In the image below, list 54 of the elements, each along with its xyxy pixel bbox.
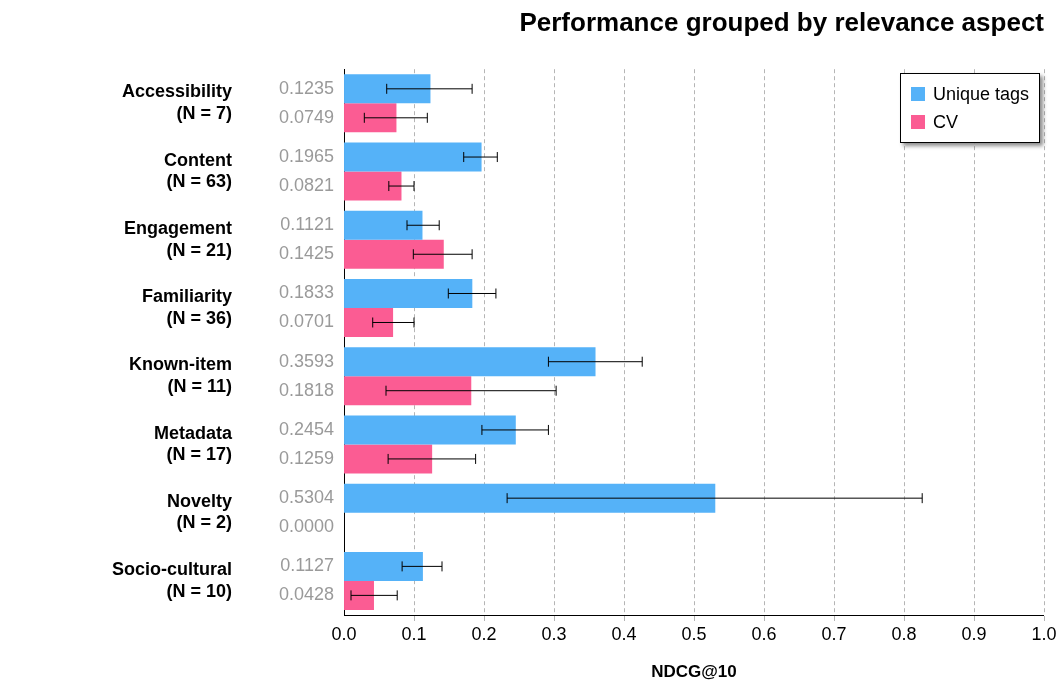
x-tick-label: 0.5 (681, 623, 707, 644)
x-tick-label: 0.6 (751, 623, 777, 644)
data-label: 0.1259 (278, 447, 335, 468)
x-tick-label: 0.0 (331, 623, 357, 644)
y-tick-label: Socio-cultural (N = 10) (112, 559, 233, 601)
bar (344, 239, 444, 269)
bar (344, 580, 374, 610)
x-tick-label: 0.1 (401, 623, 427, 644)
bar (344, 210, 423, 240)
y-tick-label: Known-item (N = 11) (129, 354, 233, 396)
y-tick-label: Content (N = 63) (164, 149, 233, 192)
x-tick-label: 0.2 (471, 623, 497, 644)
bar (344, 103, 397, 133)
data-label: 0.1127 (280, 555, 335, 576)
bar (344, 74, 431, 104)
bar (344, 376, 472, 406)
data-label: 0.0428 (278, 584, 335, 605)
y-tick-label: Familiarity (N = 36) (141, 286, 233, 328)
x-tick-label: 1.0 (1031, 623, 1057, 644)
data-label: 0.3593 (278, 350, 335, 371)
x-tick-label: 0.8 (891, 623, 917, 644)
data-label: 0.0000 (278, 516, 335, 537)
legend-label: CV (932, 111, 958, 134)
chart-title: Performance grouped by relevance aspect (519, 6, 1045, 37)
bar (344, 278, 473, 308)
x-tick-label: 0.3 (541, 623, 567, 644)
data-label: 0.1121 (280, 214, 335, 235)
x-axis-title: NDCG@10 (651, 662, 737, 682)
data-label: 0.0701 (278, 311, 335, 332)
bar (344, 444, 433, 474)
bar (344, 551, 423, 581)
data-label: 0.0749 (278, 106, 335, 127)
data-label: 0.2454 (278, 418, 335, 439)
bar (344, 483, 716, 513)
x-tick-label: 0.4 (611, 623, 637, 644)
y-tick-label: Novelty (N = 2) (166, 490, 233, 533)
bar (344, 171, 402, 201)
x-tick-label: 0.9 (961, 623, 987, 644)
data-label: 0.1235 (278, 77, 335, 98)
bar (344, 307, 394, 337)
data-label: 0.1818 (278, 379, 335, 400)
x-tick-label: 0.7 (821, 623, 847, 644)
legend-label: Unique tags (932, 83, 1029, 106)
data-label: 0.5304 (278, 487, 335, 508)
bar (344, 415, 516, 445)
y-tick-label: Metadata (N = 17) (153, 422, 233, 465)
y-tick-label: Engagement (N = 21) (123, 217, 233, 260)
bar (344, 347, 596, 377)
data-label: 0.1833 (278, 282, 335, 303)
data-label: 0.1425 (278, 243, 335, 264)
y-tick-label: Accessibility (N = 7) (121, 81, 233, 124)
data-label: 0.0821 (278, 175, 335, 195)
bar (344, 142, 482, 172)
data-label: 0.1965 (278, 146, 335, 167)
